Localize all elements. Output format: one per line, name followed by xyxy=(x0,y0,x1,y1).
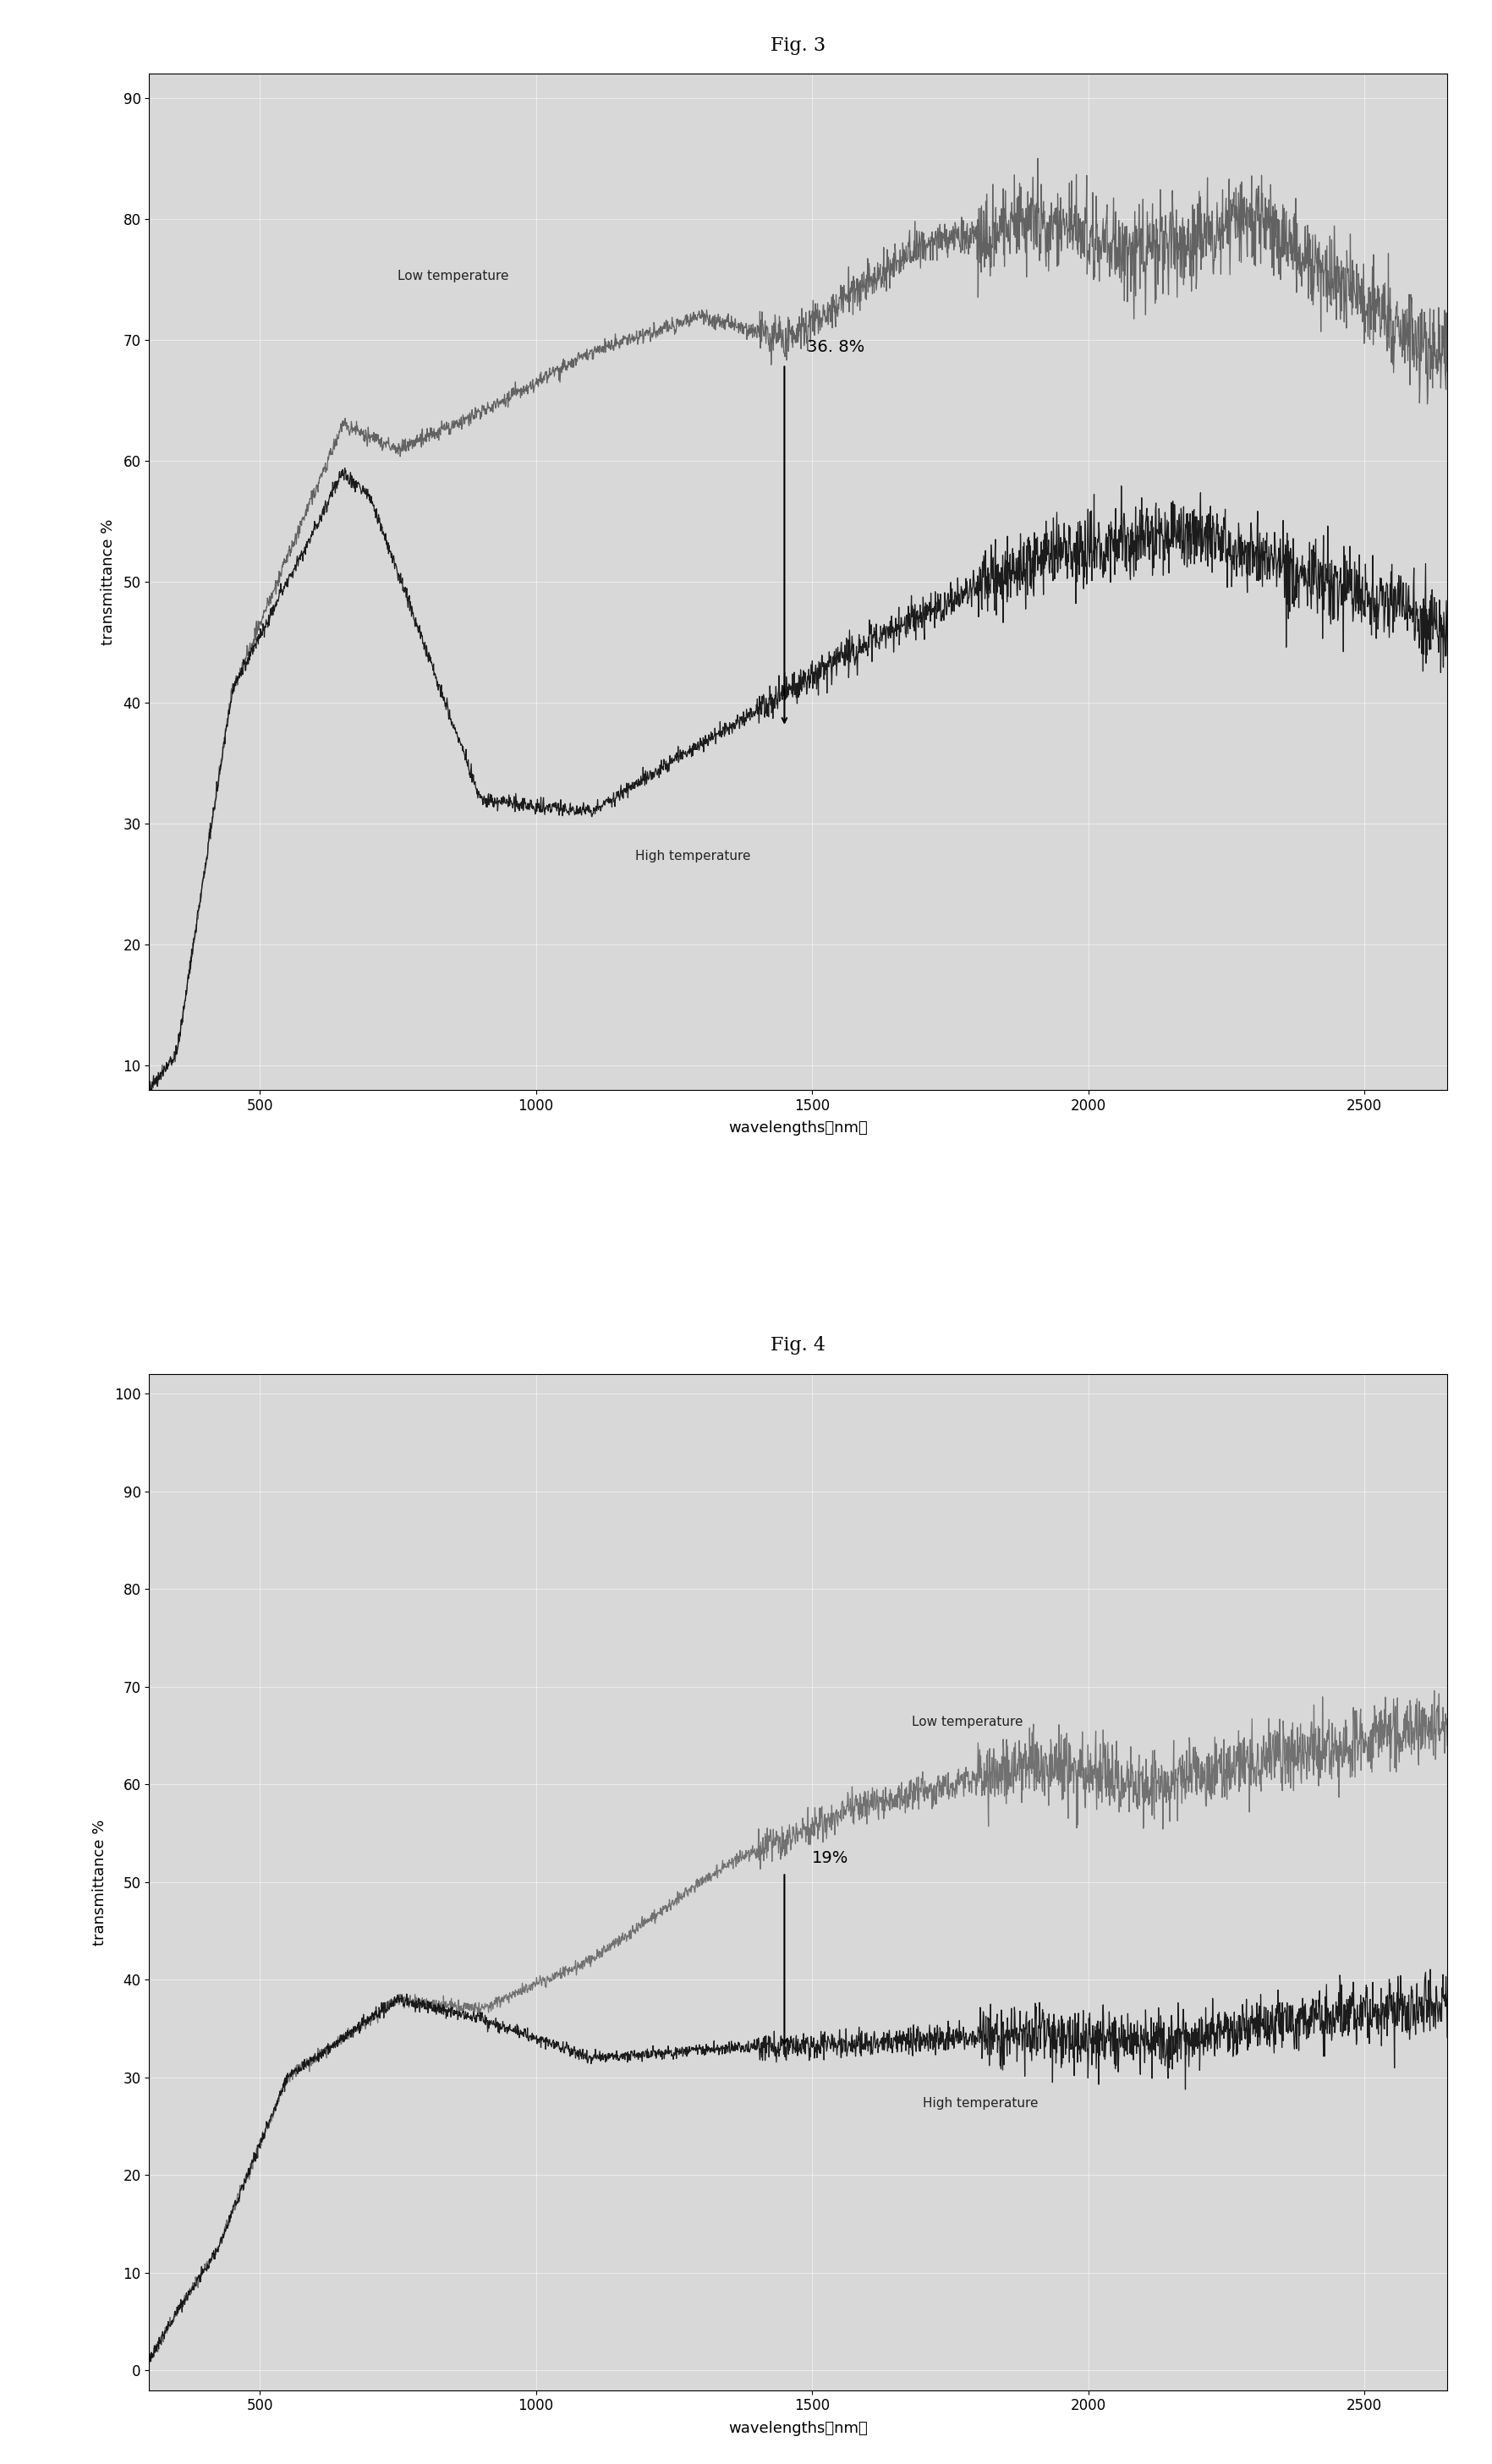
Y-axis label: transmittance %: transmittance % xyxy=(93,1818,107,1944)
Y-axis label: transmittance %: transmittance % xyxy=(101,520,116,646)
Text: 19%: 19% xyxy=(812,1850,849,1865)
Text: High temperature: High temperature xyxy=(636,850,750,862)
Text: Low temperature: Low temperature xyxy=(912,1715,1022,1727)
Text: Low temperature: Low temperature xyxy=(398,269,509,281)
Title: Fig. 3: Fig. 3 xyxy=(771,37,825,54)
X-axis label: wavelengths（nm）: wavelengths（nm） xyxy=(728,2420,868,2437)
Title: Fig. 4: Fig. 4 xyxy=(771,1335,825,1355)
Text: High temperature: High temperature xyxy=(922,2097,1038,2109)
X-axis label: wavelengths（nm）: wavelengths（nm） xyxy=(728,1121,868,1136)
Text: 36. 8%: 36. 8% xyxy=(807,340,864,355)
